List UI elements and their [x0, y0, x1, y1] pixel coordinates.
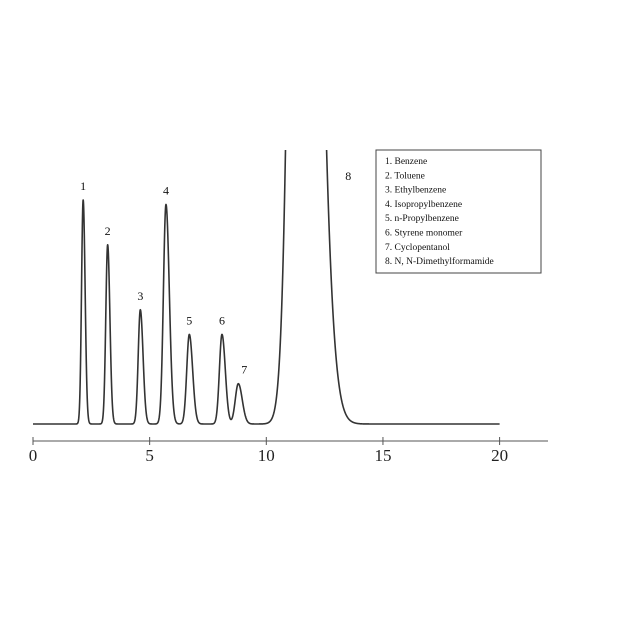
- legend-entry: 8. N, N-Dimethylformamide: [385, 256, 494, 267]
- peak-labels: 1 2 3 4 5 6 7 8: [80, 169, 351, 377]
- x-tick-label: 5: [145, 446, 154, 465]
- legend-entry: 1. Benzene: [385, 157, 427, 167]
- legend-items: 1. Benzene 2. Toluene 3. Ethylbenzene 4. Is…: [385, 157, 494, 267]
- x-tick-label: 20: [491, 446, 508, 465]
- peak-label: 5: [186, 313, 192, 327]
- peak-label: 3: [137, 289, 143, 303]
- legend-entry: 6. Styrene monomer: [385, 229, 463, 239]
- chromatogram-trace: [32, 150, 501, 425]
- x-tick-label: 10: [258, 446, 275, 465]
- x-axis: 0 5 10 15 20: [29, 437, 548, 465]
- legend-entry: 4. Isopropylbenzene: [385, 200, 462, 210]
- legend-entry: 5. n-Propylbenzene: [385, 214, 459, 224]
- x-tick-label: 15: [374, 446, 391, 465]
- peak-label: 4: [163, 183, 169, 197]
- x-tick-label: 0: [29, 446, 38, 465]
- legend-entry: 2. Toluene: [385, 171, 425, 181]
- peak-label: 8: [345, 169, 351, 183]
- legend-entry: 7. Cyclopentanol: [385, 243, 450, 253]
- peak-label: 6: [219, 313, 225, 327]
- legend-box: [375, 149, 542, 274]
- legend-entry: 3. Ethylbenzene: [385, 186, 446, 196]
- peak-label: 7: [241, 363, 247, 377]
- peak-label: 2: [105, 224, 111, 238]
- legend: 1. Benzene 2. Toluene 3. Ethylbenzene 4. Is…: [375, 149, 542, 274]
- plot-area: [32, 150, 501, 425]
- peak-label: 1: [80, 179, 86, 193]
